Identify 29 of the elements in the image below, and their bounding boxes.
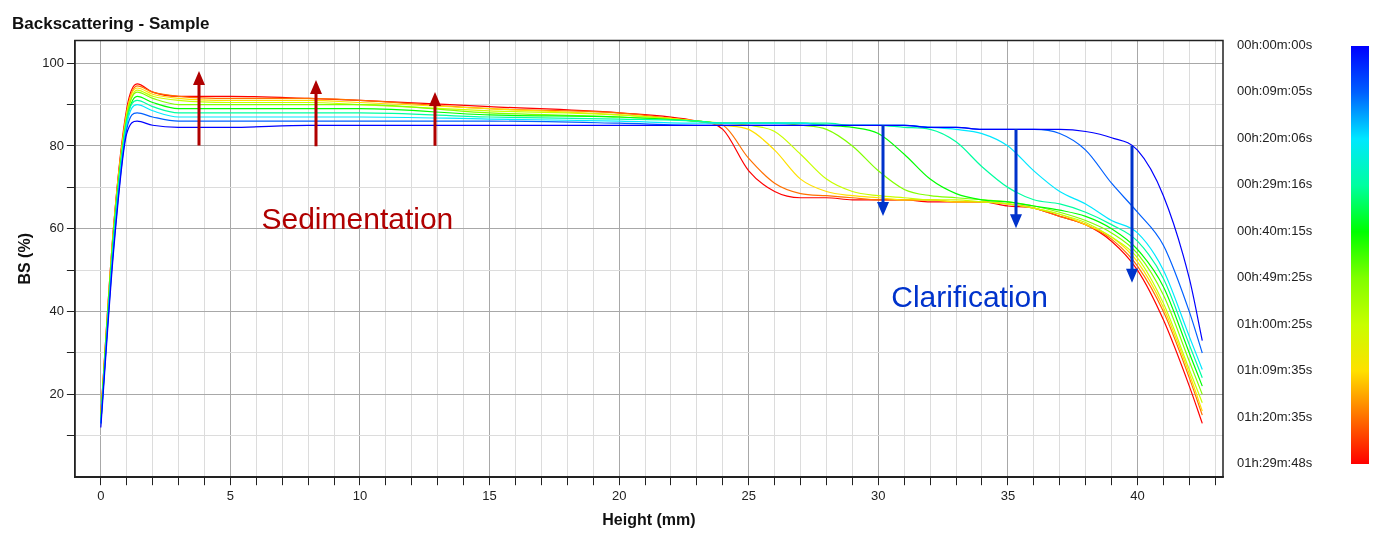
text: 01h:20m:35s bbox=[1237, 408, 1313, 424]
y-axis-title: BS (%) bbox=[16, 233, 34, 285]
text: 00h:49m:25s bbox=[1237, 269, 1313, 285]
x-tick-label: 0 bbox=[97, 487, 105, 503]
text: 00h:20m:06s bbox=[1237, 129, 1313, 145]
annotation: Sedimentation bbox=[261, 201, 454, 235]
text: 01h:29m:48s bbox=[1237, 455, 1313, 470]
text: 00h:00m:00s bbox=[1237, 37, 1313, 52]
y-tick-label: 80 bbox=[49, 137, 64, 153]
y-tick-label: 100 bbox=[42, 54, 64, 70]
text: 00h:09m:05s bbox=[1237, 83, 1313, 99]
y-tick-label: 40 bbox=[49, 303, 64, 319]
text: 01h:00m:25s bbox=[1237, 315, 1313, 331]
x-tick-label: 30 bbox=[871, 487, 886, 503]
x-tick-label: 35 bbox=[1000, 487, 1016, 503]
text: 00h:29m:16s bbox=[1237, 176, 1313, 192]
chart-title: Backscattering - Sample bbox=[12, 13, 210, 33]
y-tick-label: 60 bbox=[49, 220, 64, 236]
text: 00h:40m:15s bbox=[1237, 222, 1313, 238]
x-tick-label: 25 bbox=[741, 487, 756, 503]
annotation: Clarification bbox=[891, 280, 1048, 314]
x-axis-title: Height (mm) bbox=[602, 510, 696, 528]
x-tick-label: 20 bbox=[611, 487, 627, 503]
x-tick-label: 40 bbox=[1130, 487, 1145, 503]
text: 01h:09m:35s bbox=[1237, 362, 1313, 378]
y-tick-label: 20 bbox=[49, 385, 64, 401]
x-tick-label: 15 bbox=[482, 487, 497, 503]
x-tick-label: 10 bbox=[352, 487, 368, 503]
x-tick-label: 5 bbox=[226, 487, 235, 503]
